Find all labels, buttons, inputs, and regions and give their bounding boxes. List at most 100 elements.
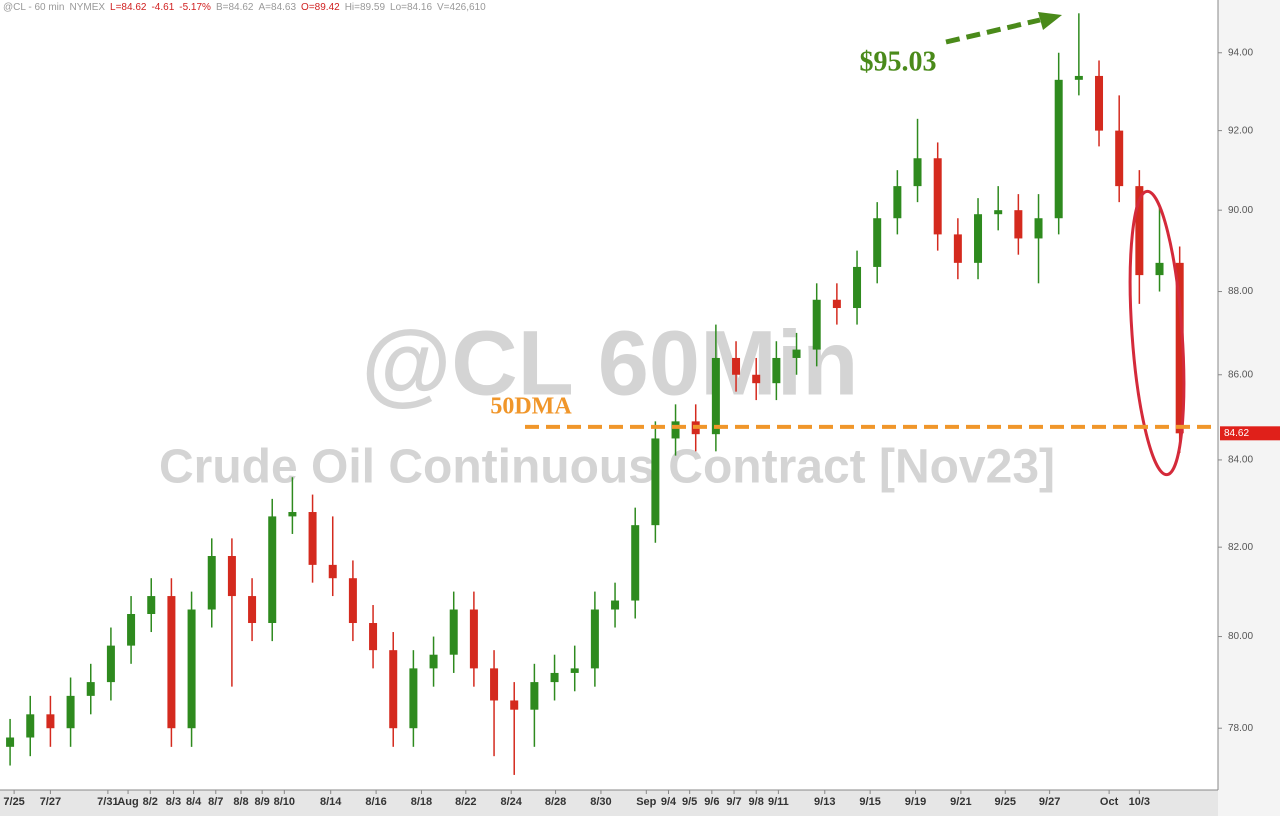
- x-tick-label: 8/30: [590, 796, 611, 808]
- header-item: B=84.62: [215, 2, 254, 13]
- candle-body: [409, 668, 418, 729]
- x-tick-label: Oct: [1100, 796, 1119, 808]
- x-tick-label: 9/15: [859, 796, 880, 808]
- candle-body: [974, 214, 983, 263]
- candle-body: [631, 525, 640, 601]
- x-tick-label: 7/31: [97, 796, 118, 808]
- dma-label: 50DMA: [490, 394, 572, 420]
- y-tick-label: 92.00: [1228, 125, 1253, 136]
- candle-body: [469, 609, 478, 669]
- candle-body: [369, 623, 378, 651]
- y-tick-label: 94.00: [1228, 47, 1253, 58]
- y-axis-area: [1218, 0, 1280, 816]
- header-item: V=426,610: [437, 2, 486, 13]
- candle-body: [328, 564, 337, 579]
- candle-body: [1175, 262, 1184, 434]
- candle-body: [66, 695, 75, 729]
- x-tick-label: 8/14: [320, 796, 342, 808]
- header-item: -4.61: [151, 2, 175, 13]
- candle-body: [611, 600, 620, 610]
- candle-body: [86, 682, 95, 696]
- candle-body: [1135, 186, 1144, 276]
- y-tick-label: 86.00: [1228, 369, 1253, 380]
- x-axis-area: [0, 790, 1218, 816]
- x-tick-label: 9/4: [661, 796, 677, 808]
- x-tick-label: 9/25: [995, 796, 1016, 808]
- y-tick-label: 82.00: [1228, 542, 1253, 553]
- watermark-subtitle: Crude Oil Continuous Contract [Nov23]: [159, 441, 1055, 494]
- y-tick-label: 80.00: [1228, 631, 1253, 642]
- peak-arrowhead: [1038, 12, 1062, 30]
- x-tick-label: 8/2: [143, 796, 158, 808]
- candle-body: [248, 596, 257, 624]
- candle-body: [207, 556, 216, 610]
- candle-body: [832, 299, 841, 309]
- candle-body: [1014, 210, 1023, 239]
- y-tick-label: 90.00: [1228, 205, 1253, 216]
- candle-body: [26, 714, 35, 738]
- candle-body: [46, 714, 55, 729]
- header-item: @CL - 60 min: [3, 2, 65, 13]
- candle-body: [449, 609, 458, 655]
- candle-body: [853, 266, 862, 309]
- y-tick-label: 78.00: [1228, 723, 1253, 734]
- x-tick-label: 9/13: [814, 796, 835, 808]
- x-tick-label: 8/28: [545, 796, 566, 808]
- candle-body: [1054, 79, 1063, 219]
- x-tick-label: 9/6: [704, 796, 719, 808]
- candle-body: [268, 516, 277, 624]
- candle-body: [651, 438, 660, 526]
- x-tick-label: 8/22: [455, 796, 476, 808]
- x-tick-label: 8/24: [500, 796, 522, 808]
- peak-annotation: $95.03: [860, 46, 937, 77]
- candle-body: [167, 596, 176, 729]
- candle-body: [812, 299, 821, 350]
- candle-body: [792, 349, 801, 358]
- candle-body: [1115, 130, 1124, 187]
- candle-body: [429, 654, 438, 669]
- x-tick-label: 9/8: [749, 796, 764, 808]
- x-tick-label: 8/9: [255, 796, 270, 808]
- candle-body: [187, 609, 196, 729]
- x-tick-label: 8/4: [186, 796, 202, 808]
- x-tick-label: 8/7: [208, 796, 223, 808]
- x-tick-label: 10/3: [1129, 796, 1150, 808]
- x-tick-label: 7/25: [3, 796, 24, 808]
- x-tick-label: 9/11: [768, 796, 789, 808]
- candle-body: [288, 512, 297, 517]
- peak-arrow: [945, 17, 1041, 45]
- candle-body: [711, 357, 720, 435]
- candle-body: [510, 700, 519, 710]
- candle-body: [147, 596, 156, 615]
- candle-body: [953, 234, 962, 263]
- candle-body: [570, 668, 579, 673]
- x-tick-label: Sep: [636, 796, 656, 808]
- header-item: A=84.63: [258, 2, 297, 13]
- header-item: L=84.62: [110, 2, 147, 13]
- candle-body: [127, 614, 136, 646]
- candle-body: [752, 374, 761, 384]
- candle-body: [671, 421, 680, 439]
- x-tick-label: 9/27: [1039, 796, 1060, 808]
- candle-body: [913, 158, 922, 187]
- candle-body: [590, 609, 599, 669]
- plot-area: [0, 0, 1218, 790]
- candle-body: [933, 158, 942, 235]
- candle-body: [389, 650, 398, 729]
- candle-body: [308, 512, 317, 565]
- last-price-label: 84.62: [1224, 428, 1249, 439]
- x-tick-label: 9/7: [726, 796, 741, 808]
- candle-body: [893, 186, 902, 219]
- candle-body: [732, 357, 741, 375]
- x-tick-label: 8/8: [233, 796, 248, 808]
- header-item: Hi=89.59: [344, 2, 386, 13]
- candle-body: [530, 682, 539, 710]
- highlight-ellipse: [1128, 189, 1186, 477]
- x-tick-label: 8/10: [274, 796, 295, 808]
- x-tick-label: 8/16: [365, 796, 386, 808]
- candle-body: [550, 672, 559, 683]
- header-item: O=89.42: [301, 2, 340, 13]
- header-item: Lo=84.16: [390, 2, 433, 13]
